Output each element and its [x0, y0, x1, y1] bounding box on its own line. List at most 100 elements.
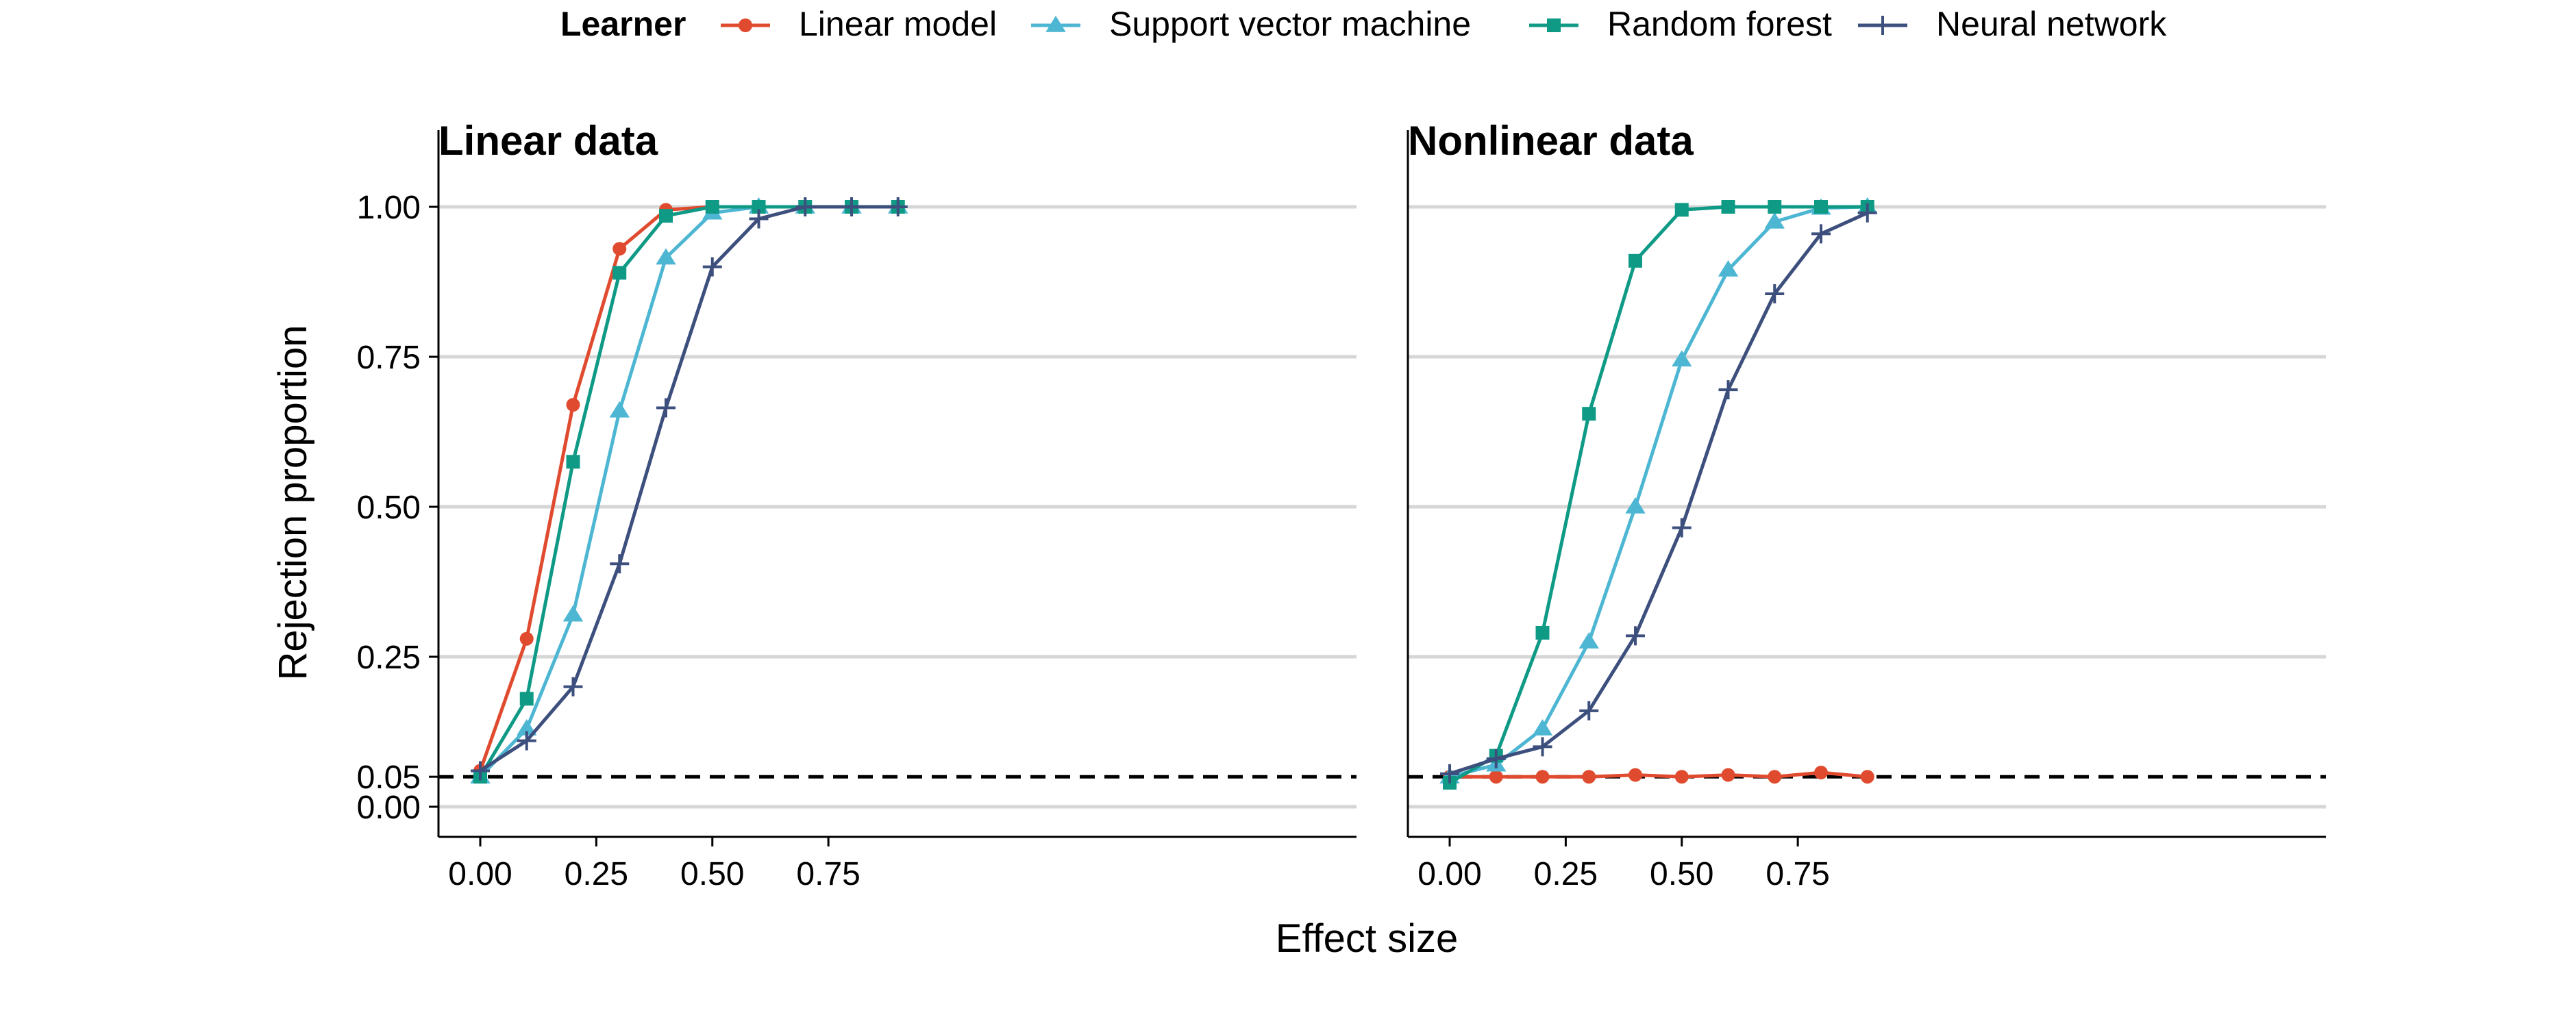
legend-swatch-marker-random-forest — [1547, 18, 1561, 32]
data-point-linear-data-neural-network-9 — [888, 197, 908, 216]
data-point-linear-data-random-forest-6 — [752, 200, 766, 214]
legend-item-linear-model: Linear model — [721, 5, 997, 43]
data-point-nonlinear-data-neural-network-0 — [1440, 764, 1459, 783]
data-point-linear-data-support-vector-machine-4 — [656, 248, 676, 265]
series-line-nonlinear-data-linear-model — [1450, 770, 1868, 779]
x-tick-label-nonlinear-data-1: 0.25 — [1534, 856, 1598, 892]
panel-title-linear-data: Linear data — [438, 118, 658, 164]
legend-label-linear-model: Linear model — [799, 5, 997, 43]
legend-swatch-marker-neural-network — [1873, 16, 1892, 35]
data-point-nonlinear-data-random-forest-5 — [1674, 203, 1689, 217]
data-point-linear-data-neural-network-1 — [517, 731, 536, 751]
data-point-nonlinear-data-linear-model-6 — [1721, 768, 1735, 782]
data-point-linear-data-neural-network-8 — [842, 197, 861, 216]
data-point-nonlinear-data-linear-model-2 — [1535, 770, 1550, 784]
data-point-nonlinear-data-support-vector-machine-7 — [1764, 212, 1785, 229]
data-point-nonlinear-data-linear-model-8 — [1814, 766, 1828, 780]
y-tick-label-5: 1.00 — [357, 190, 421, 226]
data-point-nonlinear-data-random-forest-4 — [1628, 253, 1642, 268]
x-tick-label-linear-data-0: 0.00 — [448, 856, 512, 892]
series-linear-data-linear-model — [473, 200, 905, 778]
data-point-linear-data-random-forest-3 — [612, 266, 627, 280]
data-point-nonlinear-data-neural-network-5 — [1672, 518, 1692, 538]
series-linear-data-neural-network — [471, 197, 908, 781]
data-point-nonlinear-data-support-vector-machine-5 — [1672, 350, 1692, 367]
legend-label-neural-network: Neural network — [1936, 5, 2167, 43]
data-point-nonlinear-data-neural-network-3 — [1579, 701, 1599, 720]
series-nonlinear-data-random-forest — [1443, 200, 1874, 790]
series-line-nonlinear-data-neural-network — [1449, 211, 1868, 776]
y-tick-label-2: 0.25 — [357, 640, 421, 676]
data-point-linear-data-support-vector-machine-2 — [562, 605, 584, 622]
data-point-nonlinear-data-linear-model-1 — [1489, 770, 1503, 784]
data-point-linear-data-support-vector-machine-1 — [517, 719, 537, 736]
y-tick-label-4: 0.75 — [357, 340, 421, 376]
panel-nonlinear-data: Nonlinear data 0.00 0.25 0.50 0.75 — [1407, 118, 2326, 892]
legend-item-random-forest: Random forest — [1529, 5, 1832, 43]
x-tick-label-nonlinear-data-2: 0.50 — [1650, 856, 1713, 892]
data-point-nonlinear-data-neural-network-1 — [1486, 749, 1506, 768]
data-point-nonlinear-data-linear-model-9 — [1860, 770, 1874, 784]
x-tick-label-linear-data-1: 0.25 — [565, 856, 628, 892]
y-tick-label-3: 0.50 — [357, 490, 421, 526]
data-point-linear-data-neural-network-6 — [749, 209, 769, 229]
series-nonlinear-data-support-vector-machine — [1439, 197, 1878, 783]
data-point-linear-data-linear-model-2 — [566, 398, 580, 412]
series-nonlinear-data-neural-network — [1440, 203, 1877, 783]
data-point-linear-data-linear-model-1 — [519, 631, 534, 646]
series-nonlinear-data-linear-model — [1443, 766, 1874, 784]
data-point-nonlinear-data-support-vector-machine-3 — [1578, 632, 1599, 649]
legend-title: Learner — [560, 5, 686, 43]
data-point-nonlinear-data-support-vector-machine-6 — [1718, 260, 1739, 277]
data-point-linear-data-support-vector-machine-3 — [609, 401, 630, 418]
data-point-nonlinear-data-random-forest-8 — [1814, 200, 1828, 214]
x-tick-label-nonlinear-data-0: 0.00 — [1417, 856, 1481, 892]
legend: Learner Linear model Support vector machi… — [560, 5, 2167, 43]
data-point-linear-data-random-forest-2 — [566, 455, 580, 469]
data-point-nonlinear-data-neural-network-6 — [1718, 380, 1738, 400]
panel-title-nonlinear-data: Nonlinear data — [1408, 118, 1694, 164]
legend-swatch-marker-support-vector-machine — [1045, 16, 1066, 32]
series-line-nonlinear-data-random-forest — [1448, 205, 1868, 785]
data-point-linear-data-neural-network-2 — [563, 677, 583, 696]
data-point-linear-data-random-forest-5 — [705, 200, 719, 214]
series-line-linear-data-neural-network — [479, 205, 898, 772]
legend-label-random-forest: Random forest — [1607, 5, 1832, 43]
data-point-nonlinear-data-linear-model-7 — [1768, 770, 1782, 784]
data-point-linear-data-neural-network-0 — [471, 761, 490, 781]
data-point-linear-data-neural-network-5 — [702, 257, 722, 277]
data-point-nonlinear-data-neural-network-9 — [1857, 203, 1877, 223]
legend-label-support-vector-machine: Support vector machine — [1109, 5, 1471, 43]
data-point-nonlinear-data-neural-network-4 — [1626, 626, 1645, 646]
series-line-nonlinear-data-support-vector-machine — [1449, 205, 1868, 779]
x-tick-label-linear-data-2: 0.50 — [680, 856, 744, 892]
series-line-linear-data-support-vector-machine — [479, 205, 898, 778]
data-point-nonlinear-data-random-forest-7 — [1768, 200, 1782, 214]
data-point-nonlinear-data-neural-network-7 — [1765, 284, 1785, 304]
x-tick-label-nonlinear-data-3: 0.75 — [1766, 856, 1829, 892]
data-point-nonlinear-data-linear-model-4 — [1628, 768, 1642, 782]
data-point-nonlinear-data-support-vector-machine-4 — [1625, 497, 1646, 514]
data-point-nonlinear-data-linear-model-5 — [1674, 770, 1689, 784]
data-point-linear-data-random-forest-4 — [659, 209, 673, 223]
data-point-nonlinear-data-support-vector-machine-2 — [1532, 719, 1553, 736]
legend-items: Linear model Support vector machine Random… — [721, 5, 2167, 43]
series-linear-data-random-forest — [473, 200, 905, 784]
data-point-nonlinear-data-neural-network-2 — [1533, 737, 1552, 757]
data-point-nonlinear-data-random-forest-2 — [1535, 625, 1550, 640]
x-axis-title: Effect size — [1276, 916, 1459, 961]
data-point-nonlinear-data-linear-model-3 — [1582, 770, 1596, 784]
y-axis-title: Rejection proportion — [271, 325, 315, 680]
legend-item-support-vector-machine: Support vector machine — [1031, 5, 1471, 43]
data-point-linear-data-neural-network-3 — [610, 554, 630, 574]
y-tick-label-1: 0.05 — [357, 759, 421, 796]
data-point-nonlinear-data-neural-network-8 — [1811, 224, 1831, 244]
data-point-linear-data-random-forest-1 — [519, 692, 534, 706]
data-point-nonlinear-data-random-forest-3 — [1582, 407, 1596, 421]
data-point-linear-data-neural-network-7 — [795, 197, 815, 216]
data-point-linear-data-neural-network-4 — [656, 398, 676, 418]
legend-item-neural-network: Neural network — [1858, 5, 2167, 43]
series-linear-data-support-vector-machine — [470, 197, 908, 783]
